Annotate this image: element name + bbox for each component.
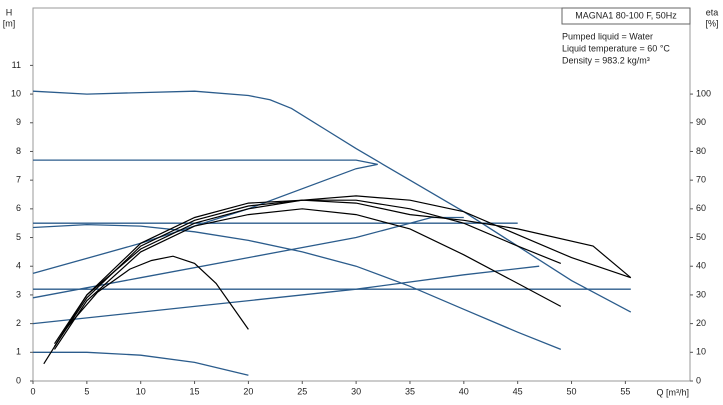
curve xyxy=(32,163,378,275)
y-unit: [m] xyxy=(3,18,16,28)
annotation: Pumped liquid = Water xyxy=(562,31,653,41)
curve xyxy=(32,223,562,351)
y2-tick-label: 80 xyxy=(696,146,706,156)
curve xyxy=(43,255,249,365)
y-tick-label: 1 xyxy=(16,347,21,357)
y-tick-label: 0 xyxy=(16,375,21,385)
y2-unit: [%] xyxy=(705,18,718,28)
y-tick-label: 3 xyxy=(16,289,21,299)
curve xyxy=(54,208,562,350)
x-tick-label: 55 xyxy=(620,386,630,396)
x-tick-label: 30 xyxy=(351,386,361,396)
y-label: H xyxy=(6,7,13,17)
x-tick-label: 20 xyxy=(243,386,253,396)
y-tick-label: 6 xyxy=(16,203,21,213)
x-tick-label: 5 xyxy=(84,386,89,396)
y2-tick-label: 70 xyxy=(696,175,706,185)
y-tick-label: 7 xyxy=(16,175,21,185)
y2-tick-label: 50 xyxy=(696,232,706,242)
x-tick-label: 0 xyxy=(30,386,35,396)
y2-tick-label: 30 xyxy=(696,289,706,299)
y-tick-label: 11 xyxy=(12,60,21,70)
x-tick-label: 45 xyxy=(513,386,523,396)
curve xyxy=(54,199,632,345)
y-tick-label: 9 xyxy=(16,117,21,127)
annotation: Density = 983.2 kg/m³ xyxy=(562,55,650,65)
y-tick-label: 4 xyxy=(16,261,21,271)
y2-tick-label: 40 xyxy=(696,261,706,271)
curve xyxy=(33,159,378,166)
chart-title: MAGNA1 80-100 F, 50Hz xyxy=(575,10,677,20)
curve xyxy=(54,199,562,347)
y2-tick-label: 10 xyxy=(696,347,706,357)
y2-tick-label: 90 xyxy=(696,117,706,127)
x-tick-label: 40 xyxy=(459,386,469,396)
x-tick-label: 10 xyxy=(136,386,146,396)
y2-tick-label: 60 xyxy=(696,203,706,213)
x-tick-label: 25 xyxy=(297,386,307,396)
y-tick-label: 10 xyxy=(11,88,21,98)
curve xyxy=(32,265,540,325)
curve xyxy=(32,90,632,313)
curve xyxy=(33,351,249,376)
title-box xyxy=(561,7,691,25)
y-tick-label: 2 xyxy=(16,318,21,328)
x-label: Q [m³/h] xyxy=(656,387,689,397)
y2-tick-label: 0 xyxy=(696,375,701,385)
x-tick-label: 50 xyxy=(567,386,577,396)
annotation: Liquid temperature = 60 °C xyxy=(562,43,670,53)
y2-tick-label: 20 xyxy=(696,318,706,328)
x-tick-label: 35 xyxy=(405,386,415,396)
y-tick-label: 8 xyxy=(16,146,21,156)
x-tick-label: 15 xyxy=(190,386,200,396)
y-tick-label: 5 xyxy=(16,232,21,242)
plot-frame xyxy=(32,7,691,382)
curve xyxy=(53,195,631,347)
y2-label: eta xyxy=(706,7,719,17)
y2-tick-label: 100 xyxy=(696,88,711,98)
